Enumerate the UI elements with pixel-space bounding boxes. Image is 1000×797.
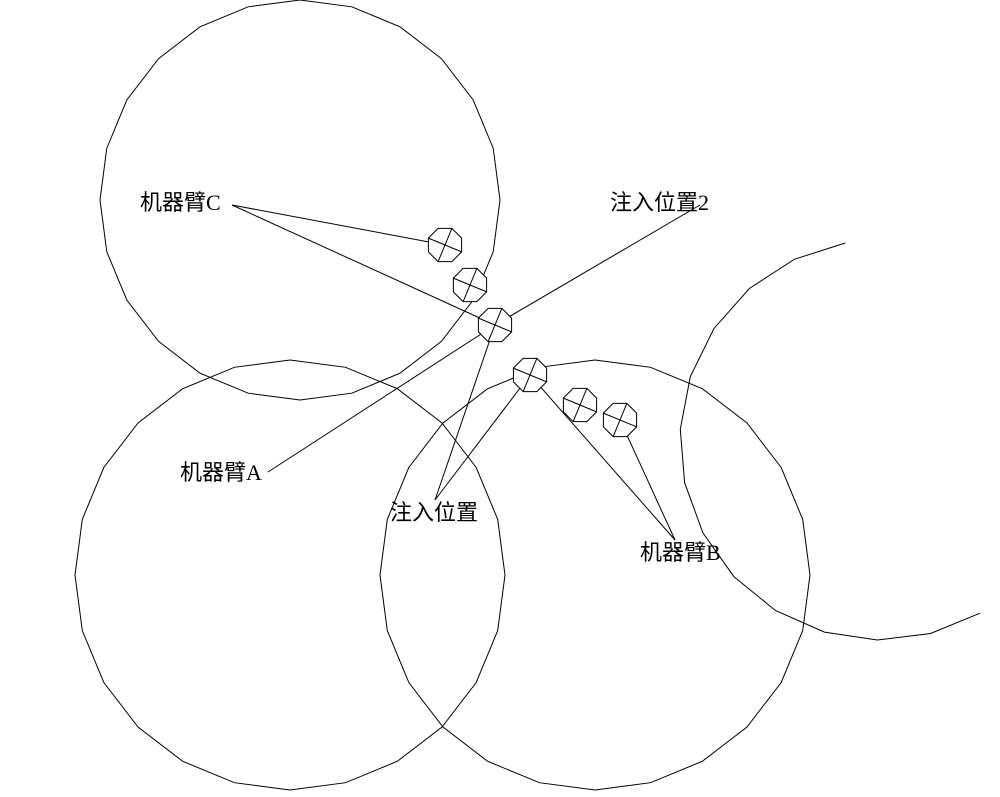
label-arm-b: 机器臂B xyxy=(640,540,721,565)
arc-d xyxy=(680,243,980,640)
leader-inj1-1 xyxy=(435,325,495,500)
octagon-marker xyxy=(513,358,546,391)
circle-arm-b xyxy=(380,360,810,790)
leader-inj2 xyxy=(495,205,700,325)
octagon-marker xyxy=(603,403,636,436)
label-arm-a: 机器臂A xyxy=(180,460,262,485)
leader-arm-b-2 xyxy=(620,420,675,540)
diagram-canvas: 机器臂C 机器臂A 机器臂B 注入位置 注入位置2 xyxy=(0,0,1000,797)
octagon-marker xyxy=(478,308,511,341)
leader-arm-b-1 xyxy=(530,375,675,540)
label-arm-c: 机器臂C xyxy=(140,190,221,215)
label-injection-2: 注入位置2 xyxy=(610,190,709,215)
label-injection-1: 注入位置 xyxy=(390,500,478,525)
leader-arm-c-1 xyxy=(232,205,445,245)
octagon-marker xyxy=(428,228,461,261)
octagon-marker xyxy=(453,268,486,301)
octagon-marker xyxy=(563,388,596,421)
octagon-group xyxy=(428,228,636,436)
leader-arm-c-2 xyxy=(232,205,495,325)
leader-arm-a xyxy=(268,325,495,472)
leader-inj1-2 xyxy=(435,375,530,500)
circle-arm-a xyxy=(75,360,505,790)
